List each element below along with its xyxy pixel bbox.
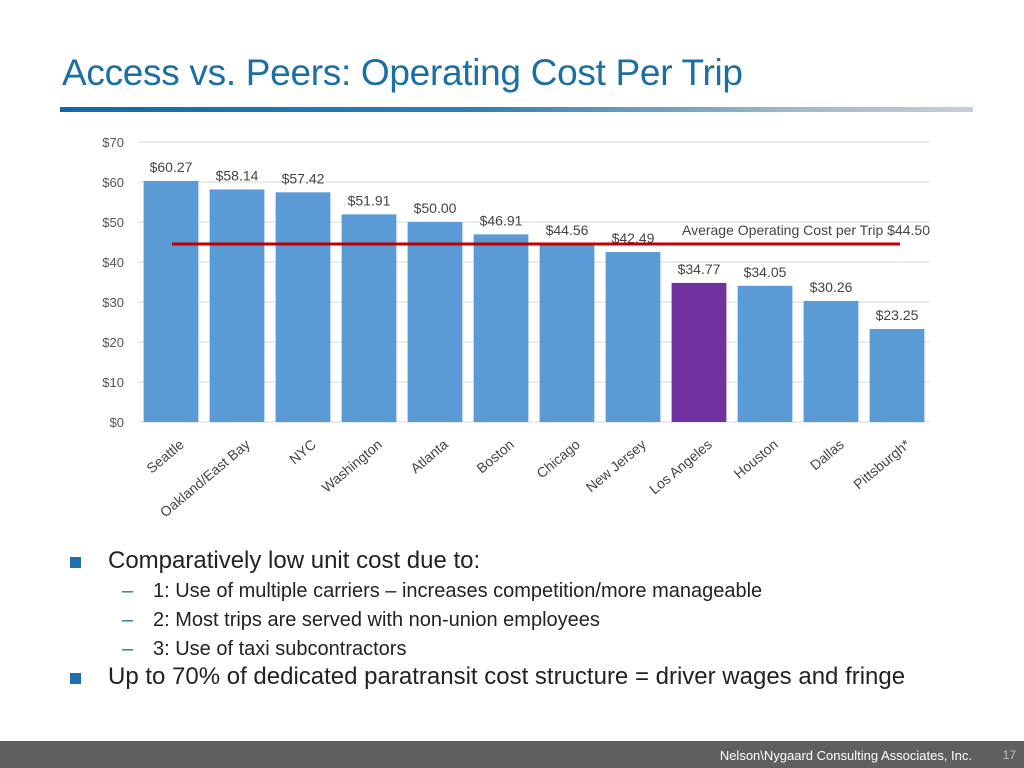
bar: [803, 300, 859, 422]
category-label: Dallas: [807, 436, 847, 473]
bullet-item: Comparatively low unit cost due to:: [60, 548, 960, 574]
category-label: Seattle: [143, 436, 187, 476]
footer-firm-name: Nelson\Nygaard Consulting Associates, In…: [719, 748, 972, 763]
bullet-text: Up to 70% of dedicated paratransit cost …: [108, 663, 906, 690]
bar: [407, 222, 463, 422]
category-label: Chicago: [533, 436, 583, 481]
bar-value-label: $58.14: [216, 167, 259, 183]
category-label: Boston: [473, 436, 517, 476]
footer-bar: Nelson\Nygaard Consulting Associates, In…: [0, 741, 1024, 768]
bar-value-label: $51.91: [348, 192, 391, 208]
y-tick-label: $30: [102, 295, 124, 310]
dash-bullet-icon: –: [122, 638, 134, 660]
dash-bullet-icon: –: [122, 609, 134, 631]
bar: [737, 285, 793, 422]
operating-cost-chart: $0 $10 $20 $30 $40 $50 $60 $70 $60.27 Seattle $58.…: [0, 120, 1024, 540]
category-label: New Jersey: [583, 436, 649, 495]
sub-bullet-item: – 1: Use of multiple carriers – increase…: [60, 577, 960, 606]
bar-value-label: $46.91: [480, 212, 523, 228]
bar: [143, 180, 199, 422]
bar-value-label: $34.05: [744, 264, 787, 280]
slide-title: Access vs. Peers: Operating Cost Per Tri…: [62, 52, 743, 93]
square-bullet-icon: [70, 673, 81, 684]
bar: [209, 189, 265, 422]
bar-value-label: $23.25: [876, 307, 919, 323]
bar-value-label: $57.42: [282, 170, 325, 186]
square-bullet-icon: [70, 557, 81, 568]
bar: [539, 243, 595, 422]
bar-value-label: $44.56: [546, 222, 589, 238]
bullet-list: Comparatively low unit cost due to: – 1:…: [60, 548, 960, 693]
bar: [341, 214, 397, 422]
y-tick-label: $50: [102, 215, 124, 230]
category-label: Pittsburgh*: [850, 436, 913, 493]
sub-bullet-text: 3: Use of taxi subcontractors: [153, 638, 407, 660]
bar-value-label: $60.27: [150, 159, 193, 175]
bar-value-label: $34.77: [678, 261, 721, 277]
category-label: Los Angeles: [646, 436, 715, 497]
bullet-item: Up to 70% of dedicated paratransit cost …: [60, 664, 960, 690]
bar: [869, 329, 925, 422]
chart-svg: $0 $10 $20 $30 $40 $50 $60 $70 $60.27 Seattle $58.…: [102, 135, 930, 520]
y-tick-label: $10: [102, 375, 124, 390]
y-tick-label: $20: [102, 335, 124, 350]
category-label: Houston: [731, 436, 781, 482]
dash-bullet-icon: –: [122, 580, 134, 602]
bar: [605, 252, 661, 422]
bullet-text: Comparatively low unit cost due to:: [108, 547, 481, 574]
bar: [671, 282, 727, 422]
sub-bullet-item: – 2: Most trips are served with non-unio…: [60, 606, 960, 635]
y-tick-label: $70: [102, 135, 124, 150]
title-underline: [60, 107, 973, 112]
bar-value-label: $50.00: [414, 200, 457, 216]
page-number: 17: [1002, 748, 1016, 762]
bar-value-label: $30.26: [810, 279, 853, 295]
average-line-label: Average Operating Cost per Trip $44.50: [682, 222, 930, 238]
y-tick-label: $40: [102, 255, 124, 270]
sub-bullet-item: – 3: Use of taxi subcontractors: [60, 635, 960, 664]
sub-bullet-text: 1: Use of multiple carriers – increases …: [153, 580, 763, 602]
category-label: Atlanta: [407, 436, 451, 476]
sub-bullet-text: 2: Most trips are served with non-union …: [153, 609, 600, 631]
category-label: NYC: [286, 436, 319, 467]
bar-value-label: $42.49: [612, 230, 655, 246]
y-tick-label: $0: [110, 415, 124, 430]
y-tick-label: $60: [102, 175, 124, 190]
category-label: Washington: [318, 436, 385, 495]
bar: [473, 234, 529, 422]
bar: [275, 192, 331, 422]
